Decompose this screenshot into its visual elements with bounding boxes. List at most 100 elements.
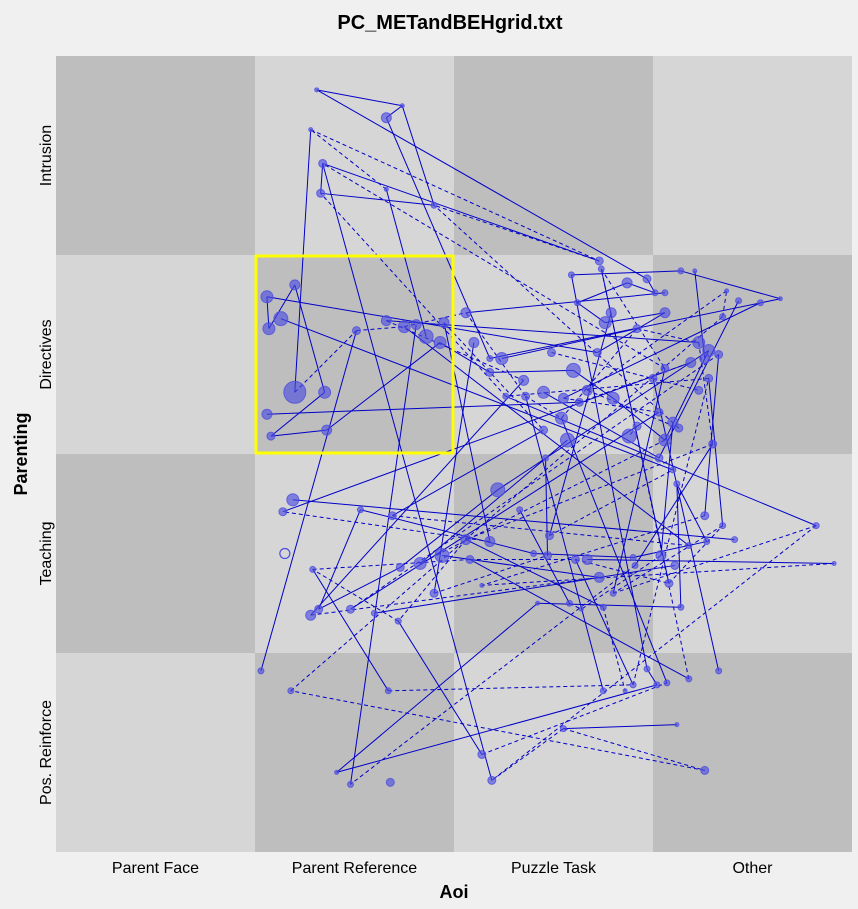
scanpath-segment-dashed — [549, 469, 674, 537]
fixation-point — [573, 299, 581, 307]
x-tick-label: Parent Face — [112, 860, 199, 877]
fixation-point — [704, 373, 714, 383]
fixation-point — [316, 188, 326, 198]
fixation-point — [599, 603, 607, 611]
grid-cell — [454, 454, 653, 653]
grid-cell — [255, 255, 454, 454]
scanpath-segment-dashed — [356, 326, 405, 332]
fixation-point — [651, 289, 659, 297]
fixation-point — [321, 424, 333, 436]
scanpath-segment-dashed — [388, 684, 634, 692]
fixation-point — [700, 511, 710, 521]
scanpath-segment — [270, 391, 325, 437]
fixation-point — [438, 317, 450, 329]
scanpath-segment — [465, 539, 604, 608]
scanpath-segment — [322, 162, 600, 262]
fixation-point — [314, 604, 324, 614]
scanpath-segment — [310, 380, 525, 616]
scanpath-segment — [385, 117, 491, 359]
grid-cell — [653, 255, 852, 454]
fixation-point — [413, 556, 427, 570]
fixation-point — [318, 385, 332, 399]
scanpath-segment — [392, 429, 544, 517]
y-tick-labels: Pos. Reinforce Teaching Directives Intrusio… — [38, 125, 55, 805]
fixation-point — [658, 433, 672, 447]
fixation-point — [653, 681, 661, 689]
scanpath-segment-dashed — [587, 389, 680, 429]
fixation-point — [468, 337, 480, 349]
y-tick-label: Pos. Reinforce — [38, 700, 55, 805]
scanpath-segment — [574, 559, 634, 686]
scanpath-segment — [266, 296, 598, 354]
fixation-point — [485, 367, 495, 377]
scanpath-segment-dashed — [491, 728, 564, 781]
fixation-point — [395, 562, 405, 572]
scanpath-segment — [350, 324, 417, 785]
fixation-point — [731, 536, 739, 544]
fixation-point — [581, 384, 593, 396]
scanpath-segment — [605, 312, 666, 324]
fixation-point — [260, 290, 274, 304]
fixation-point — [262, 322, 276, 336]
fixation-point — [543, 550, 553, 560]
grid-cell — [255, 653, 454, 852]
scanpath-segment — [571, 270, 681, 276]
fixation-point — [654, 407, 664, 417]
y-tick-label: Directives — [38, 319, 55, 389]
fixation-point — [632, 324, 642, 334]
scanpath-segment — [280, 318, 674, 471]
fixation-point — [465, 554, 475, 564]
grid-cell — [56, 255, 255, 454]
fixation-point — [418, 329, 434, 345]
fixation-point — [346, 604, 356, 614]
scanpath-segment — [270, 429, 327, 437]
fixation-point-open — [279, 547, 291, 560]
fixation-point — [597, 265, 605, 273]
fixation-point — [410, 319, 422, 331]
scanpath-segment — [632, 541, 707, 558]
fixation-point — [621, 428, 637, 444]
scanpath-segment — [597, 312, 666, 353]
fixation-point — [287, 687, 295, 695]
fixation-point — [756, 299, 764, 307]
scanpath-segment-dashed — [433, 204, 600, 262]
fixation-point — [521, 391, 531, 401]
fixation-point — [516, 506, 524, 514]
fixation-point — [703, 538, 711, 546]
fixation-point — [622, 688, 628, 694]
scanpath-segment-dashed — [602, 607, 626, 691]
fixation-point — [719, 522, 727, 530]
fixation-point — [643, 665, 651, 673]
scanpath-segment-dashed — [722, 290, 728, 317]
fixation-point — [305, 609, 317, 621]
grid-cell — [56, 653, 255, 852]
fixation-point — [565, 599, 573, 607]
fixation-point — [570, 554, 580, 564]
scanpath-segment — [386, 320, 699, 344]
fixation-point — [387, 511, 397, 521]
fixation-point — [460, 534, 472, 546]
scanpath-segment — [385, 189, 427, 337]
fixation-point — [606, 391, 620, 405]
fixation-point — [554, 411, 568, 425]
fixation-point — [609, 589, 617, 597]
fixation-point — [673, 480, 681, 488]
scanpath-segment-dashed — [587, 290, 727, 391]
scanpath-segment — [560, 417, 668, 684]
scanpath-segment-dashed — [579, 361, 691, 403]
scanpath-segment-dashed — [465, 443, 713, 541]
fixation-point — [383, 186, 389, 192]
scanpath-segment-dashed — [632, 378, 710, 685]
scanpath-segment-dashed — [668, 525, 724, 584]
fixation-point — [486, 354, 494, 362]
fixation-point — [502, 392, 510, 400]
scanpath-segment — [612, 397, 666, 441]
fixation-point — [663, 679, 671, 687]
fixation-point — [670, 560, 680, 570]
scanpath-segment — [336, 684, 658, 773]
fixation-point — [642, 274, 652, 284]
scanpath-segment-dashed — [322, 163, 666, 369]
scanpath-segment-dashed — [312, 558, 470, 570]
